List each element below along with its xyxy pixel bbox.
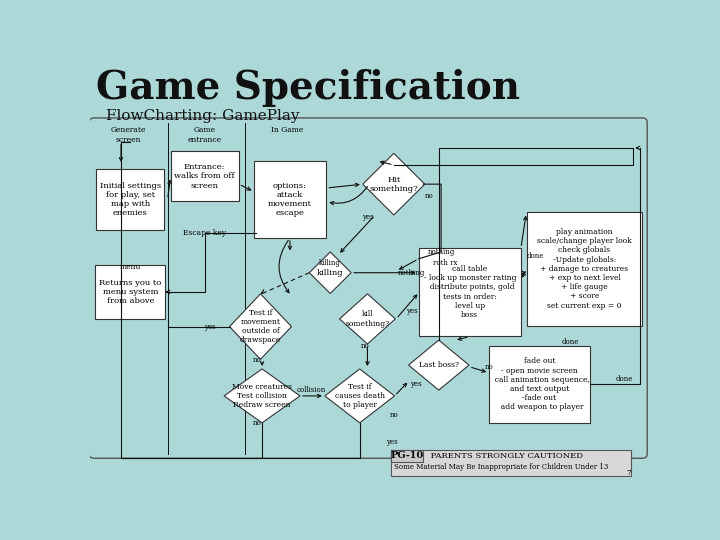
FancyBboxPatch shape: [96, 168, 164, 231]
Text: done: done: [616, 375, 634, 383]
Text: Returns you to
menu system
from above: Returns you to menu system from above: [99, 279, 161, 305]
FancyArrowPatch shape: [330, 186, 367, 205]
Polygon shape: [325, 369, 395, 423]
Text: killing: killing: [317, 269, 343, 276]
Text: killing: killing: [319, 259, 341, 267]
Text: yes: yes: [204, 322, 216, 330]
Text: no: no: [485, 363, 493, 370]
Text: Test if
causes death
to player: Test if causes death to player: [335, 383, 384, 409]
Text: Move creatures
Test collision
Redraw screen: Move creatures Test collision Redraw scr…: [232, 383, 292, 409]
Text: options:
attack
movement
escape: options: attack movement escape: [268, 182, 312, 217]
FancyBboxPatch shape: [489, 346, 590, 423]
Text: PARENTS STRONGLY CAUTIONED: PARENTS STRONGLY CAUTIONED: [428, 452, 583, 460]
Text: Game
entrance: Game entrance: [188, 126, 222, 144]
Polygon shape: [363, 153, 425, 215]
Text: nothing: nothing: [398, 269, 426, 276]
FancyArrowPatch shape: [279, 240, 289, 293]
Text: play animation
scale/change player look
check globals
-Update globals:
+ damage : play animation scale/change player look …: [537, 228, 631, 309]
Text: In Game: In Game: [271, 126, 304, 134]
Text: no: no: [252, 419, 261, 427]
Text: Initial settings
for play, set
map with
enemies: Initial settings for play, set map with …: [100, 182, 161, 217]
Polygon shape: [224, 369, 300, 423]
Text: yes: yes: [387, 438, 398, 446]
Polygon shape: [408, 340, 469, 390]
Text: nothing: nothing: [428, 248, 455, 256]
Polygon shape: [230, 294, 292, 359]
Text: Hit
something?: Hit something?: [369, 176, 418, 193]
Text: Entrance:
walks from off
screen: Entrance: walks from off screen: [174, 163, 235, 190]
Polygon shape: [310, 252, 351, 294]
FancyBboxPatch shape: [391, 450, 423, 462]
Text: PG-10: PG-10: [390, 451, 423, 461]
FancyBboxPatch shape: [96, 265, 165, 319]
Text: fade out
- open movie screen
  call animation sequence,
and text output
-fade ou: fade out - open movie screen call animat…: [490, 357, 590, 411]
FancyBboxPatch shape: [391, 450, 631, 476]
Text: Test if
movement
outside of
drawspace: Test if movement outside of drawspace: [240, 309, 282, 345]
Text: FlowCharting: GamePlay: FlowCharting: GamePlay: [106, 110, 299, 124]
FancyBboxPatch shape: [418, 248, 521, 336]
Text: Some Material May Be Inappropriate for Children Under 13: Some Material May Be Inappropriate for C…: [394, 463, 608, 471]
Text: 7: 7: [626, 469, 631, 477]
FancyBboxPatch shape: [254, 161, 325, 238]
Text: yes: yes: [406, 307, 418, 315]
Text: no: no: [252, 356, 261, 365]
Text: yes: yes: [410, 380, 421, 388]
Text: Last boss?: Last boss?: [419, 361, 459, 369]
Text: Generate
screen: Generate screen: [111, 126, 146, 144]
Text: roth rx: roth rx: [433, 259, 457, 267]
Text: done: done: [527, 252, 544, 260]
Text: done: done: [562, 338, 579, 346]
Text: no: no: [425, 192, 434, 200]
Text: kill
something?: kill something?: [346, 310, 390, 327]
Polygon shape: [340, 294, 395, 344]
Text: menu: menu: [120, 262, 141, 271]
FancyBboxPatch shape: [527, 212, 642, 326]
Text: Escape key: Escape key: [183, 228, 226, 237]
Text: yes: yes: [361, 213, 373, 221]
FancyArrowPatch shape: [288, 241, 292, 249]
Text: no: no: [361, 342, 369, 350]
Text: no: no: [390, 411, 399, 419]
Text: call table
- look up monster rating
  distribute points, gold
tests in order:
le: call table - look up monster rating dist…: [423, 265, 516, 319]
Text: Game Specification: Game Specification: [96, 70, 521, 107]
FancyBboxPatch shape: [171, 151, 239, 201]
Text: collision: collision: [296, 386, 325, 394]
